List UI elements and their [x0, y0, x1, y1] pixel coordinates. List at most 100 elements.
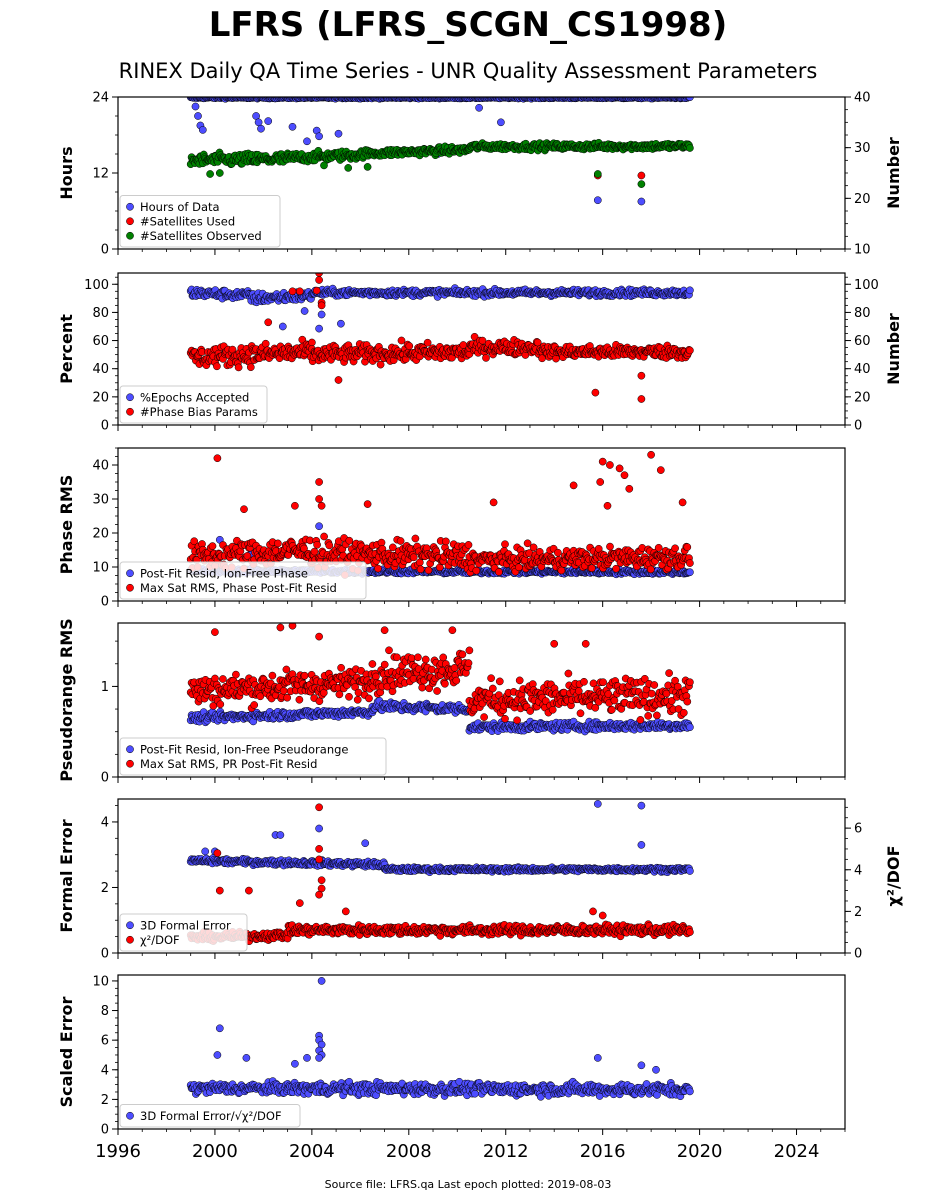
y-right-axis-label: Number — [884, 313, 903, 385]
series-red-outlier-point — [276, 623, 285, 632]
series-red-point — [416, 565, 425, 574]
y-right-axis-label: Number — [884, 137, 903, 209]
series-red-point — [599, 678, 607, 687]
y-right-tick-label: 40 — [854, 91, 871, 106]
series-green-outlier-point — [320, 161, 328, 170]
series-blue-outlier-point — [300, 307, 309, 315]
series-red-point — [274, 539, 282, 548]
series-red-outlier-point — [598, 457, 607, 466]
y-tick-label: 60 — [92, 334, 109, 349]
legend-marker — [126, 217, 134, 226]
series-red-outlier-point — [656, 466, 665, 474]
series-red-point — [650, 681, 659, 689]
series-red-outlier-point — [591, 388, 600, 397]
series-red-outlier-point — [315, 478, 323, 486]
series-red-point — [268, 671, 277, 680]
series-red-point — [557, 566, 566, 575]
series-green-outlier-point — [206, 170, 214, 178]
series-blue-outlier-point — [593, 196, 602, 205]
series-red-outlier-point — [315, 632, 323, 641]
series-blue-outlier-point — [637, 197, 646, 206]
series-red-point — [421, 655, 430, 664]
series-red-point — [686, 678, 694, 687]
legend-label: Hours of Data — [140, 200, 220, 214]
series-red-outlier-point — [620, 471, 629, 480]
series-red-point — [393, 653, 401, 662]
series-red-outlier-point — [317, 501, 326, 510]
series-red-point — [441, 679, 449, 688]
legend-label: #Satellites Used — [140, 214, 235, 228]
y-tick-label: 1 — [101, 680, 109, 695]
panel-4-points — [186, 623, 694, 736]
series-red-point — [653, 711, 661, 720]
y-tick-label: 100 — [84, 278, 109, 293]
series-blue-outlier-point — [303, 137, 311, 146]
y-tick-label: 20 — [92, 390, 109, 405]
series-red-point — [411, 534, 420, 543]
series-red-point — [501, 540, 509, 549]
series-red-point — [424, 566, 433, 575]
series-red-point — [552, 354, 560, 363]
y-tick-label: 0 — [101, 243, 109, 258]
y-right-tick-label: 80 — [854, 306, 871, 321]
y-right-tick-label: 0 — [854, 419, 862, 434]
panel-3-points — [186, 450, 694, 579]
series-blue-outlier-point — [315, 522, 323, 531]
series-red-point — [610, 696, 619, 705]
panel-1-points — [186, 97, 694, 206]
y-tick-label: 10 — [92, 561, 109, 576]
series-red-point — [472, 566, 481, 575]
legend-label: #Satellites Observed — [140, 229, 262, 243]
series-red-outlier-point — [569, 481, 578, 490]
series-red-outlier-point — [213, 454, 222, 463]
series-red-point — [365, 694, 373, 703]
series-red-point — [325, 541, 334, 550]
series-red-point — [442, 537, 450, 546]
series-red-outlier-point — [317, 301, 326, 310]
series-red-point — [372, 672, 380, 681]
series-red-outlier-point — [637, 395, 646, 403]
y-tick-label: 24 — [92, 91, 109, 106]
series-green-outlier-point — [344, 164, 353, 172]
series-red-point — [385, 646, 393, 655]
series-red-point — [671, 544, 679, 553]
series-red-point — [409, 553, 418, 562]
series-red-point — [308, 338, 316, 347]
series-blue-outlier-point — [337, 319, 345, 328]
series-green-outlier-point — [215, 169, 224, 177]
series-red-point — [295, 695, 304, 704]
series-red-point — [414, 653, 422, 662]
figure-title: LFRS (LFRS_SCGN_CS1998) — [209, 5, 728, 45]
y-right-tick-label: 20 — [854, 390, 871, 405]
series-red-point — [320, 532, 328, 541]
series-red-outlier-point — [647, 450, 655, 459]
legend-label: #Phase Bias Params — [140, 405, 258, 419]
series-blue-outlier-point — [334, 129, 343, 138]
series-blue-point — [686, 568, 694, 577]
series-red-outlier-point — [240, 505, 248, 514]
series-red-point — [501, 714, 509, 723]
series-red-outlier-point — [334, 376, 343, 384]
legend-marker — [126, 569, 134, 578]
series-red-outlier-point — [315, 276, 323, 284]
series-red-point — [636, 716, 645, 724]
series-red-outlier-point — [625, 484, 634, 493]
series-blue-outlier-point — [198, 126, 207, 134]
series-red-point — [647, 689, 656, 698]
series-red-point — [283, 693, 292, 702]
series-red-point — [482, 354, 490, 362]
series-red-point — [377, 538, 386, 547]
y-tick-label: 40 — [92, 362, 109, 377]
y-right-tick-label: 40 — [854, 362, 871, 377]
series-red-point — [686, 346, 694, 355]
series-red-point — [261, 339, 270, 348]
series-red-outlier-point — [678, 498, 687, 507]
y-tick-label: 0 — [101, 419, 109, 434]
series-blue-outlier-point — [191, 102, 200, 111]
series-red-point — [554, 548, 562, 557]
series-green-outlier-point — [637, 180, 646, 188]
series-red-point — [208, 542, 217, 550]
series-red-point — [279, 686, 288, 695]
